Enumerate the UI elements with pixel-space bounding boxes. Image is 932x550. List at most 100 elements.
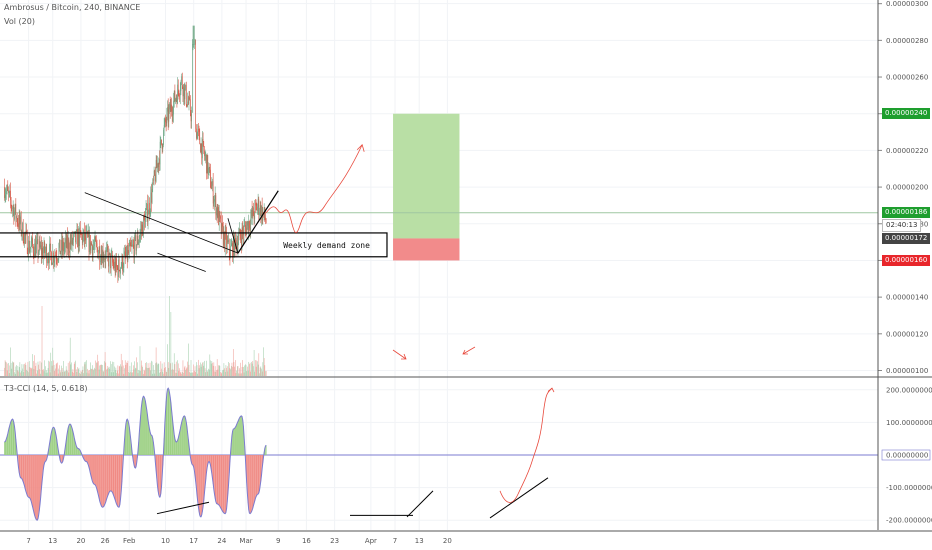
- volume-bar: [86, 372, 88, 376]
- volume-bar: [39, 369, 40, 376]
- candle-body: [251, 209, 253, 217]
- candle-body: [210, 169, 211, 188]
- volume-bar: [236, 370, 237, 376]
- volume-bar: [110, 361, 111, 376]
- candle-body: [57, 259, 58, 261]
- volume-bar: [158, 363, 160, 376]
- volume-bar: [26, 369, 27, 376]
- volume-bar: [211, 360, 213, 376]
- time-tick-label: 7: [393, 537, 397, 545]
- candle-body: [252, 207, 254, 217]
- volume-bar: [141, 360, 142, 376]
- volume-bar: [94, 367, 95, 376]
- volume-bar: [166, 371, 168, 376]
- candle-body: [152, 179, 154, 190]
- volume-bar: [66, 369, 68, 376]
- candle-body: [212, 181, 213, 186]
- volume-bar: [174, 364, 176, 376]
- volume-bar: [226, 366, 228, 376]
- candle-body: [157, 163, 158, 169]
- candle-body: [71, 234, 72, 245]
- candle-body: [188, 97, 190, 104]
- volume-bar: [136, 357, 137, 376]
- volume-bar: [114, 369, 116, 376]
- volume-bar: [176, 372, 178, 376]
- candle-body: [44, 241, 45, 254]
- volume-bar: [200, 366, 202, 376]
- volume-bar: [41, 362, 42, 376]
- candle-body: [41, 247, 43, 255]
- time-tick-label: 13: [415, 537, 424, 545]
- volume-bar: [155, 363, 156, 376]
- volume-bar: [84, 364, 86, 376]
- candle-body: [16, 216, 17, 219]
- volume-bar: [91, 369, 92, 376]
- candle-body: [16, 216, 18, 223]
- volume-bar: [77, 367, 78, 376]
- cci-projection-path: [499, 387, 553, 503]
- candle-body: [6, 186, 8, 192]
- volume-bar: [29, 367, 31, 376]
- volume-bar: [78, 367, 80, 376]
- volume-bar: [75, 369, 77, 376]
- volume-bar: [32, 361, 34, 376]
- volume-bar: [8, 362, 9, 376]
- volume-bar: [38, 364, 39, 376]
- volume-bar: [128, 372, 130, 376]
- cci-tick-label: 100.00000000: [886, 419, 932, 427]
- candle-body: [249, 221, 250, 228]
- volume-bar: [153, 369, 155, 376]
- candle-body: [30, 243, 32, 247]
- volume-bar: [55, 368, 56, 376]
- candle-body: [119, 270, 121, 274]
- volume-bar: [201, 364, 203, 376]
- volume-bar: [179, 372, 181, 376]
- cci-tick-label: -200.00000000: [886, 517, 932, 525]
- candle-body: [112, 262, 114, 264]
- volume-bar: [177, 363, 179, 376]
- candle-body: [106, 249, 107, 252]
- candle-body: [81, 234, 82, 236]
- candle-body: [143, 216, 144, 236]
- candle-body: [38, 251, 39, 255]
- candle-body: [4, 187, 5, 199]
- volume-bar: [24, 362, 26, 376]
- candle-body: [118, 259, 120, 271]
- volume-bar: [142, 366, 143, 376]
- candle-body: [220, 216, 221, 219]
- cci-trend-line: [406, 490, 434, 518]
- volume-bar: [210, 363, 212, 376]
- candle-body: [48, 258, 50, 263]
- price-tick-label: 0.00000260: [886, 74, 928, 82]
- volume-bar: [207, 371, 209, 376]
- volume-bar: [177, 360, 178, 376]
- volume-bar: [64, 371, 66, 376]
- volume-bar: [31, 367, 33, 376]
- candle-body: [229, 252, 231, 258]
- candle-body: [132, 244, 133, 246]
- candle-body: [10, 190, 11, 201]
- candle-body: [261, 205, 263, 221]
- candle-body: [101, 254, 103, 264]
- candle-body: [161, 139, 162, 145]
- candle-body: [218, 207, 219, 225]
- candle-body: [165, 121, 167, 124]
- candle-body: [259, 205, 261, 214]
- candle-body: [213, 201, 215, 204]
- volume-bar: [189, 372, 190, 376]
- volume-bar: [12, 362, 14, 376]
- candle-body: [245, 224, 246, 228]
- candle-body: [92, 245, 93, 256]
- volume-bar: [198, 359, 199, 376]
- candle-body: [19, 214, 21, 225]
- candle-body: [145, 214, 146, 228]
- candle-body: [106, 247, 108, 250]
- candle-body: [157, 163, 159, 168]
- volume-bar: [58, 368, 60, 376]
- candle-body: [184, 88, 186, 100]
- candle-body: [63, 247, 65, 252]
- volume-bar: [159, 372, 160, 376]
- volume-bar: [120, 353, 122, 376]
- volume-bar: [79, 372, 80, 376]
- candle-body: [45, 251, 46, 254]
